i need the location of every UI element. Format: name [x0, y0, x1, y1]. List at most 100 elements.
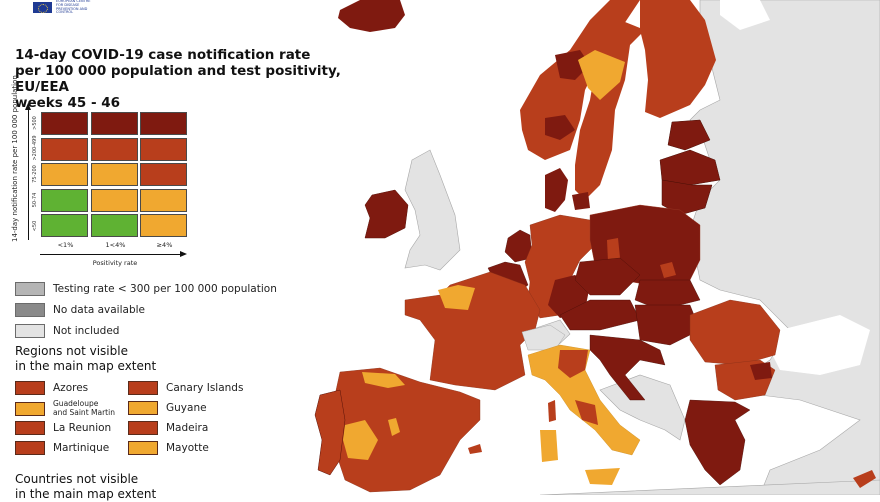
black-sea — [770, 315, 870, 375]
estonia — [667, 119, 711, 151]
matrix-cell — [140, 188, 187, 212]
swatch-testing-rate — [15, 282, 45, 296]
region-canary-islands: Canary Islands — [128, 381, 243, 395]
region-label: Madeira — [166, 422, 209, 434]
denmark-islands — [572, 192, 590, 210]
sweden — [575, 20, 645, 200]
france — [404, 271, 541, 391]
x-axis-arrow-icon — [180, 251, 187, 257]
region-label: Guadeloupe and Saint Martin — [53, 399, 115, 417]
spain-orange-extremadura — [343, 420, 378, 460]
matrix-cell — [140, 137, 187, 161]
czechia — [574, 257, 641, 296]
y-axis-arrow-icon — [25, 103, 31, 110]
norway-dark-region-2 — [545, 115, 575, 140]
x-tick: ≥4% — [156, 241, 173, 249]
lithuania — [661, 179, 713, 216]
finland — [640, 0, 716, 118]
legend-no-data: No data available — [15, 303, 145, 317]
matrix-cell — [140, 112, 187, 135]
x-tick: <1% — [57, 241, 74, 249]
swatch — [15, 381, 45, 395]
sicily — [585, 468, 620, 485]
legend-label: No data available — [53, 304, 145, 316]
region-label: Mayotte — [166, 442, 209, 454]
region-label: La Reunion — [53, 422, 112, 434]
italy-red-north — [558, 350, 588, 378]
poland-red-region — [607, 238, 620, 262]
italy — [527, 344, 641, 456]
spain-orange-madrid — [388, 418, 400, 436]
swatch — [128, 421, 158, 435]
x-tick: 1<4% — [105, 241, 126, 249]
cyprus — [853, 470, 876, 488]
balearic-islands — [468, 444, 482, 454]
region-la-reunion: La Reunion — [15, 421, 111, 435]
matrix-cell — [90, 188, 138, 212]
organization-name: European Centre for Disease Prevention a… — [56, 0, 91, 15]
iceland — [338, 0, 405, 32]
legend-not-included: Not included — [15, 324, 119, 338]
portugal — [314, 389, 346, 476]
swatch — [128, 401, 158, 415]
greece — [684, 399, 751, 486]
swatch-no-data — [15, 303, 45, 317]
romania — [689, 299, 781, 366]
switzerland — [521, 324, 566, 351]
matrix-cell — [90, 214, 138, 237]
denmark — [545, 168, 568, 212]
matrix-cell — [140, 214, 187, 237]
countries-section-title: Countries not visible in the main map ex… — [15, 472, 157, 501]
y-axis-label: 14-day notification rate per 100 000 pop… — [11, 75, 19, 242]
legend-label: Not included — [53, 325, 120, 337]
swatch-not-included — [15, 324, 45, 338]
x-axis-line — [40, 254, 180, 255]
regions-section-title: Regions not visible in the main map exte… — [15, 344, 157, 373]
region-azores: Azores — [15, 381, 88, 395]
corsica — [548, 400, 556, 422]
hungary — [634, 304, 701, 346]
region-mayotte: Mayotte — [128, 441, 209, 455]
matrix-cell — [41, 188, 88, 212]
matrix-cell — [41, 137, 88, 161]
y-tick: <50 — [32, 220, 38, 232]
region-martinique: Martinique — [15, 441, 109, 455]
region-guadeloupe: Guadeloupe and Saint Martin — [15, 399, 115, 417]
poland-red-region-2 — [660, 262, 676, 278]
legend-label: Testing rate < 300 per 100 000 populatio… — [53, 283, 277, 295]
france-normandy-orange — [438, 285, 475, 310]
sweden-orange-region — [578, 50, 625, 100]
italy-red-central — [575, 400, 598, 425]
ireland — [364, 189, 409, 239]
x-axis-label: Positivity rate — [92, 259, 138, 267]
sardinia — [540, 430, 558, 462]
ecdc-logo: European Centre for Disease Prevention a… — [33, 0, 96, 15]
swatch — [15, 401, 45, 416]
matrix-cell — [90, 137, 138, 161]
region-label: Azores — [53, 382, 89, 394]
swatch — [128, 381, 158, 395]
matrix-cell — [140, 163, 187, 186]
region-label: Martinique — [53, 442, 110, 454]
region-label: Canary Islands — [166, 382, 244, 394]
region-madeira: Madeira — [128, 421, 208, 435]
norway-dark-region — [555, 50, 590, 80]
matrix-cell — [41, 112, 88, 135]
matrix-cell — [90, 163, 138, 186]
matrix-cell — [41, 214, 88, 237]
swatch — [15, 421, 45, 435]
legend-testing-rate: Testing rate < 300 per 100 000 populatio… — [15, 282, 277, 296]
swatch — [15, 441, 45, 455]
eu-flag-icon — [33, 2, 52, 14]
y-axis-line — [28, 108, 29, 240]
swatch — [128, 441, 158, 455]
spain-orange-north — [362, 372, 405, 388]
bulgaria-dark-region — [750, 362, 772, 380]
map-title: 14-day COVID-19 case notification rate p… — [15, 47, 341, 111]
slovenia-croatia — [589, 334, 666, 401]
matrix-cell — [90, 112, 138, 135]
region-label: Guyane — [166, 402, 207, 414]
region-guyane: Guyane — [128, 401, 207, 415]
matrix-cell — [41, 163, 88, 186]
